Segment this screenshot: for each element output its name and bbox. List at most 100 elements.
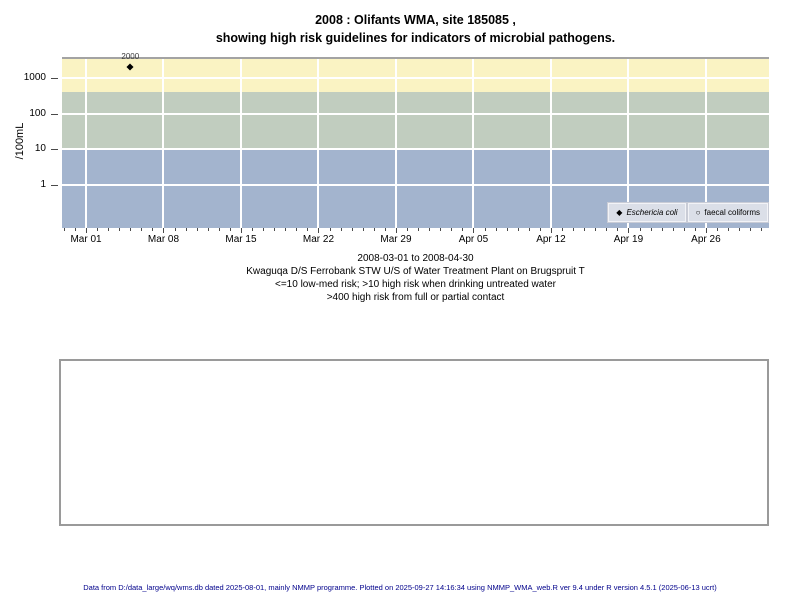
x-tick-minor [152,228,154,231]
x-tick-minor [562,228,563,231]
x-tick-minor [528,228,530,231]
x-tick-minor [384,228,386,231]
x-tick-label: Mar 15 [225,234,257,245]
x-tick-label: Apr 05 [458,234,489,245]
legend-label: faecal coliforms [704,208,760,217]
y-tick-mark [51,149,58,151]
x-tick-minor [108,228,110,231]
x-tick-minor [285,228,287,231]
grid-line-vertical [472,59,475,228]
x-tick-minor [196,228,198,231]
caption-site-description: Kwaguqa D/S Ferrobank STW U/S of Water T… [246,266,585,277]
x-tick-minor [185,228,187,231]
x-tick-minor [617,228,619,231]
x-tick-minor [252,228,254,231]
x-tick-minor [429,228,431,231]
x-axis: Mar 01 Mar 08 Mar 15 Mar 22 Mar 29 Apr 05 Apr … [62,228,769,252]
x-tick-minor [728,228,730,231]
x-tick-major [240,228,242,233]
x-tick-minor [130,228,132,231]
grid-line-vertical [162,59,165,228]
x-tick-minor [661,228,663,231]
y-tick-mark [51,185,58,186]
grid-line-horizontal [62,77,769,79]
x-tick-minor [739,228,741,231]
x-tick-minor [373,228,375,231]
plot-top-border [62,57,769,59]
x-tick-minor [595,228,597,231]
y-tick-label: 1 [40,179,46,190]
x-tick-minor [274,228,276,231]
x-tick-minor [716,228,718,231]
grid-line-vertical [704,59,707,228]
grid-line-horizontal [62,148,769,151]
grid-line-vertical [394,59,397,228]
x-tick-major [163,228,165,233]
x-tick-minor [307,228,309,231]
x-tick-minor [539,228,541,231]
x-tick-minor [340,228,342,231]
legend: ◆ Eschericia coli ○ faecal coliforms [606,202,770,223]
x-tick-minor [418,228,420,231]
x-tick-label: Apr 19 [613,234,644,245]
x-tick-minor [694,228,696,231]
empty-panel [59,359,769,526]
y-tick-label: 1000 [23,72,46,83]
footer-note: Data from D:/data_large/wq/wms.db dated … [83,583,717,592]
x-tick-minor [462,228,464,231]
x-tick-label: Mar 29 [380,234,412,245]
y-tick-mark [51,113,58,115]
grid-line-horizontal [62,112,769,115]
x-tick-minor [97,228,99,231]
x-tick-minor [207,228,209,231]
legend-box-open-circle: ○ faecal coliforms [686,202,770,223]
chart-title: 2008 : Olifants WMA, site 185085 , showi… [62,11,769,47]
risk-band-high-contact-risk [62,59,769,93]
x-tick-minor [229,228,231,231]
x-tick-minor [407,228,409,231]
grid-line-vertical [85,59,87,228]
x-tick-minor [451,228,453,231]
filled-diamond-icon: ◆ [616,207,623,217]
chart-title-line2: showing high risk guidelines for indicat… [215,31,616,45]
data-point-label: 2000 [121,52,140,62]
x-tick-label: Mar 01 [70,234,102,245]
x-tick-minor [573,228,575,231]
open-circle-icon: ○ [695,207,701,217]
x-tick-major [395,228,397,233]
chart-title-line1: 2008 : Olifants WMA, site 185085 , [315,13,516,27]
x-tick-minor [218,228,220,231]
x-tick-minor [484,228,486,231]
x-tick-minor [672,228,674,231]
x-tick-minor [517,228,519,231]
x-tick-minor [761,228,763,231]
x-tick-minor [296,228,298,231]
x-tick-label: Apr 26 [691,234,721,245]
y-tick-label: 10 [34,143,46,155]
grid-line-vertical [239,59,242,228]
grid-line-vertical [549,59,552,228]
x-tick-minor [495,228,497,231]
x-tick-minor [606,228,608,231]
x-tick-major [473,228,475,233]
y-axis: 1 10 100 1000 [0,59,62,228]
x-tick-minor [639,228,641,231]
x-tick-major [628,228,630,233]
x-tick-minor [440,228,442,231]
x-tick-label: Mar 22 [302,234,335,245]
x-tick-minor [362,228,364,231]
x-tick-label: Apr 12 [536,234,566,245]
x-tick-minor [141,228,143,231]
y-tick-mark [51,78,58,79]
x-tick-minor [351,228,353,231]
x-tick-minor [119,228,121,231]
grid-line-horizontal [62,184,769,186]
caption-risk-note-contact: >400 high risk from full or partial cont… [326,292,505,303]
grid-line-vertical [317,59,320,228]
legend-box-filled-diamond: ◆ Eschericia coli [607,202,687,223]
x-tick-minor [263,228,265,231]
x-tick-minor [329,228,331,231]
x-tick-major [318,228,320,233]
x-tick-minor [506,228,508,231]
